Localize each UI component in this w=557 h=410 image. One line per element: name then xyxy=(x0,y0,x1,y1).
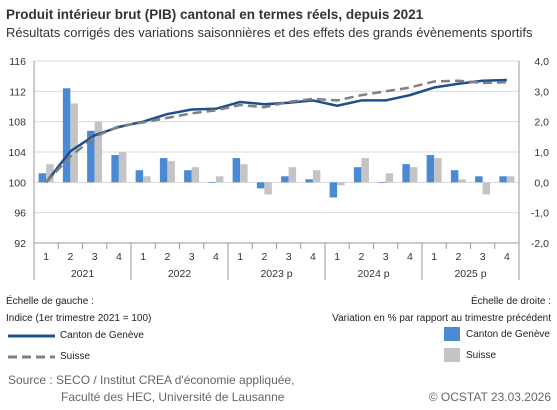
quarter-label: 3 xyxy=(286,251,292,263)
bar-geneve xyxy=(329,182,338,198)
left-tick-label: 112 xyxy=(9,86,26,98)
copyright: © OCSTAT 23.03.2026 xyxy=(428,390,551,404)
left-tick-label: 92 xyxy=(14,238,26,250)
quarter-label: 1 xyxy=(140,251,146,263)
year-label: 2022 xyxy=(168,268,192,280)
legend-geneve-bar-swatch xyxy=(444,327,460,341)
year-label: 2023 p xyxy=(260,268,292,280)
right-tick-label: 4,0 xyxy=(534,56,549,68)
bar-geneve xyxy=(378,182,386,183)
bar-suisse xyxy=(70,103,78,183)
bar-geneve xyxy=(281,176,289,183)
bar-suisse xyxy=(434,158,442,183)
bar-suisse xyxy=(167,161,175,183)
quarter-label: 4 xyxy=(116,251,122,263)
bar-suisse xyxy=(46,164,54,183)
chart-subtitle: Résultats corrigés des variations saison… xyxy=(6,25,533,40)
source-line-2: Faculté des HEC, Université de Lausanne xyxy=(61,390,285,404)
quarter-label: 1 xyxy=(237,251,243,263)
legend-right-desc: Variation en % par rapport au trimestre … xyxy=(332,313,551,324)
legend-geneve-bar-label: Canton de Genève xyxy=(466,329,550,340)
year-label: 2025 p xyxy=(454,268,486,280)
quarter-label: 1 xyxy=(43,251,49,263)
line-suisse xyxy=(45,79,507,184)
quarter-label: 4 xyxy=(407,251,413,263)
bar-geneve xyxy=(450,170,459,183)
bar-suisse xyxy=(264,182,272,195)
bar-suisse xyxy=(482,182,491,195)
bar-suisse xyxy=(312,170,321,183)
bar-geneve xyxy=(426,155,435,183)
source-line-1: Source : SECO / Institut CREA d'économie… xyxy=(8,373,295,387)
chart-title: Produit intérieur brut (PIB) cantonal en… xyxy=(6,7,424,22)
bar-geneve xyxy=(475,176,483,183)
left-tick-label: 100 xyxy=(8,177,26,189)
quarter-label: 2 xyxy=(261,251,267,263)
bar-suisse xyxy=(506,176,515,183)
year-label: 2024 p xyxy=(357,268,389,280)
legend-left-desc: Indice (1er trimestre 2021 = 100) xyxy=(6,313,152,324)
bar-geneve xyxy=(111,155,119,183)
quarter-label: 2 xyxy=(67,251,73,263)
bar-geneve xyxy=(402,164,410,183)
quarter-label: 4 xyxy=(310,251,316,263)
quarter-label: 2 xyxy=(164,251,170,263)
quarter-label: 1 xyxy=(334,251,340,263)
bar-suisse xyxy=(409,167,418,183)
bar-suisse xyxy=(94,121,103,183)
quarter-label: 4 xyxy=(213,251,219,263)
bar-suisse xyxy=(191,167,200,183)
bar-suisse xyxy=(288,167,297,183)
right-tick-label: 1,0 xyxy=(534,147,549,159)
bar-suisse xyxy=(385,173,394,183)
right-tick-label: 3,0 xyxy=(534,86,549,98)
bar-geneve xyxy=(353,167,362,183)
bar-geneve xyxy=(62,88,71,183)
left-tick-label: 104 xyxy=(8,147,26,159)
legend-geneve-line-label: Canton de Genève xyxy=(60,330,144,341)
legend-left-heading: Échelle de gauche : xyxy=(6,296,94,307)
bar-geneve xyxy=(256,182,265,189)
quarter-label: 3 xyxy=(480,251,486,263)
left-tick-label: 96 xyxy=(14,208,26,220)
right-tick-label: 0,0 xyxy=(534,177,549,189)
legend-suisse-bar-label: Suisse xyxy=(466,350,497,361)
legend-suisse-line-label: Suisse xyxy=(60,351,91,362)
bar-suisse xyxy=(337,182,345,186)
bar-geneve xyxy=(499,176,507,183)
quarter-label: 2 xyxy=(455,251,461,263)
bar-suisse xyxy=(240,164,248,183)
bar-geneve xyxy=(38,173,47,183)
bar-geneve xyxy=(305,179,313,183)
right-tick-label: 2,0 xyxy=(534,117,549,129)
right-tick-label: -2,0 xyxy=(531,238,549,250)
bar-geneve xyxy=(87,130,95,183)
legend-suisse-bar-swatch xyxy=(444,348,460,362)
quarter-label: 3 xyxy=(189,251,195,263)
bar-geneve xyxy=(232,158,241,183)
bar-suisse xyxy=(458,179,466,183)
bar-geneve xyxy=(159,158,168,183)
bar-geneve xyxy=(208,182,216,183)
quarter-label: 2 xyxy=(358,251,364,263)
quarter-label: 4 xyxy=(504,251,510,263)
quarter-label: 1 xyxy=(431,251,437,263)
bar-geneve xyxy=(135,170,144,183)
bar-suisse xyxy=(215,176,224,183)
legend-right-heading: Échelle de droite : xyxy=(470,296,551,307)
bar-suisse xyxy=(143,176,151,183)
year-label: 2021 xyxy=(71,268,95,280)
right-tick-label: -1,0 xyxy=(531,208,549,220)
bar-suisse xyxy=(361,158,369,183)
left-tick-label: 116 xyxy=(9,56,26,68)
left-tick-label: 108 xyxy=(8,117,26,129)
bar-suisse xyxy=(118,152,127,183)
bar-geneve xyxy=(184,170,192,183)
quarter-label: 3 xyxy=(92,251,98,263)
quarter-label: 3 xyxy=(383,251,389,263)
